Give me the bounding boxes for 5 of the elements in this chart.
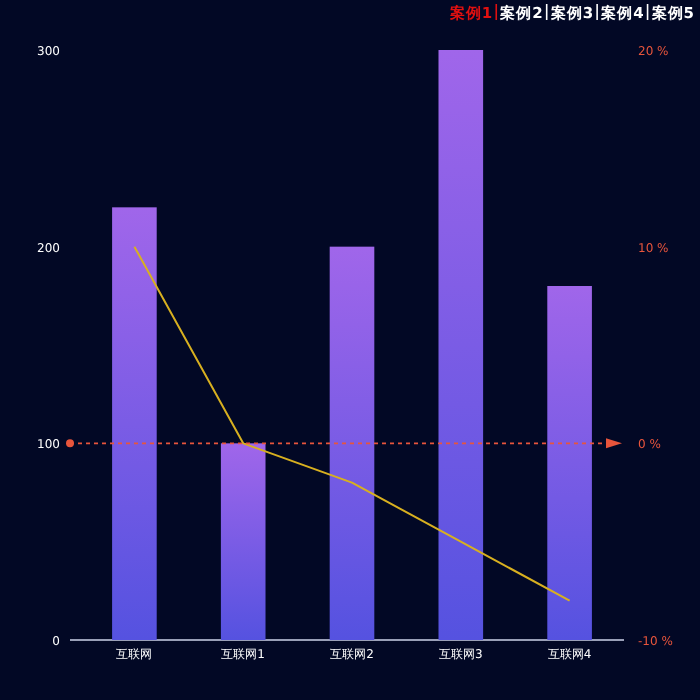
bar <box>547 286 592 640</box>
bar <box>329 246 375 640</box>
bar <box>220 443 266 640</box>
bar <box>438 50 484 640</box>
bar <box>112 207 157 640</box>
